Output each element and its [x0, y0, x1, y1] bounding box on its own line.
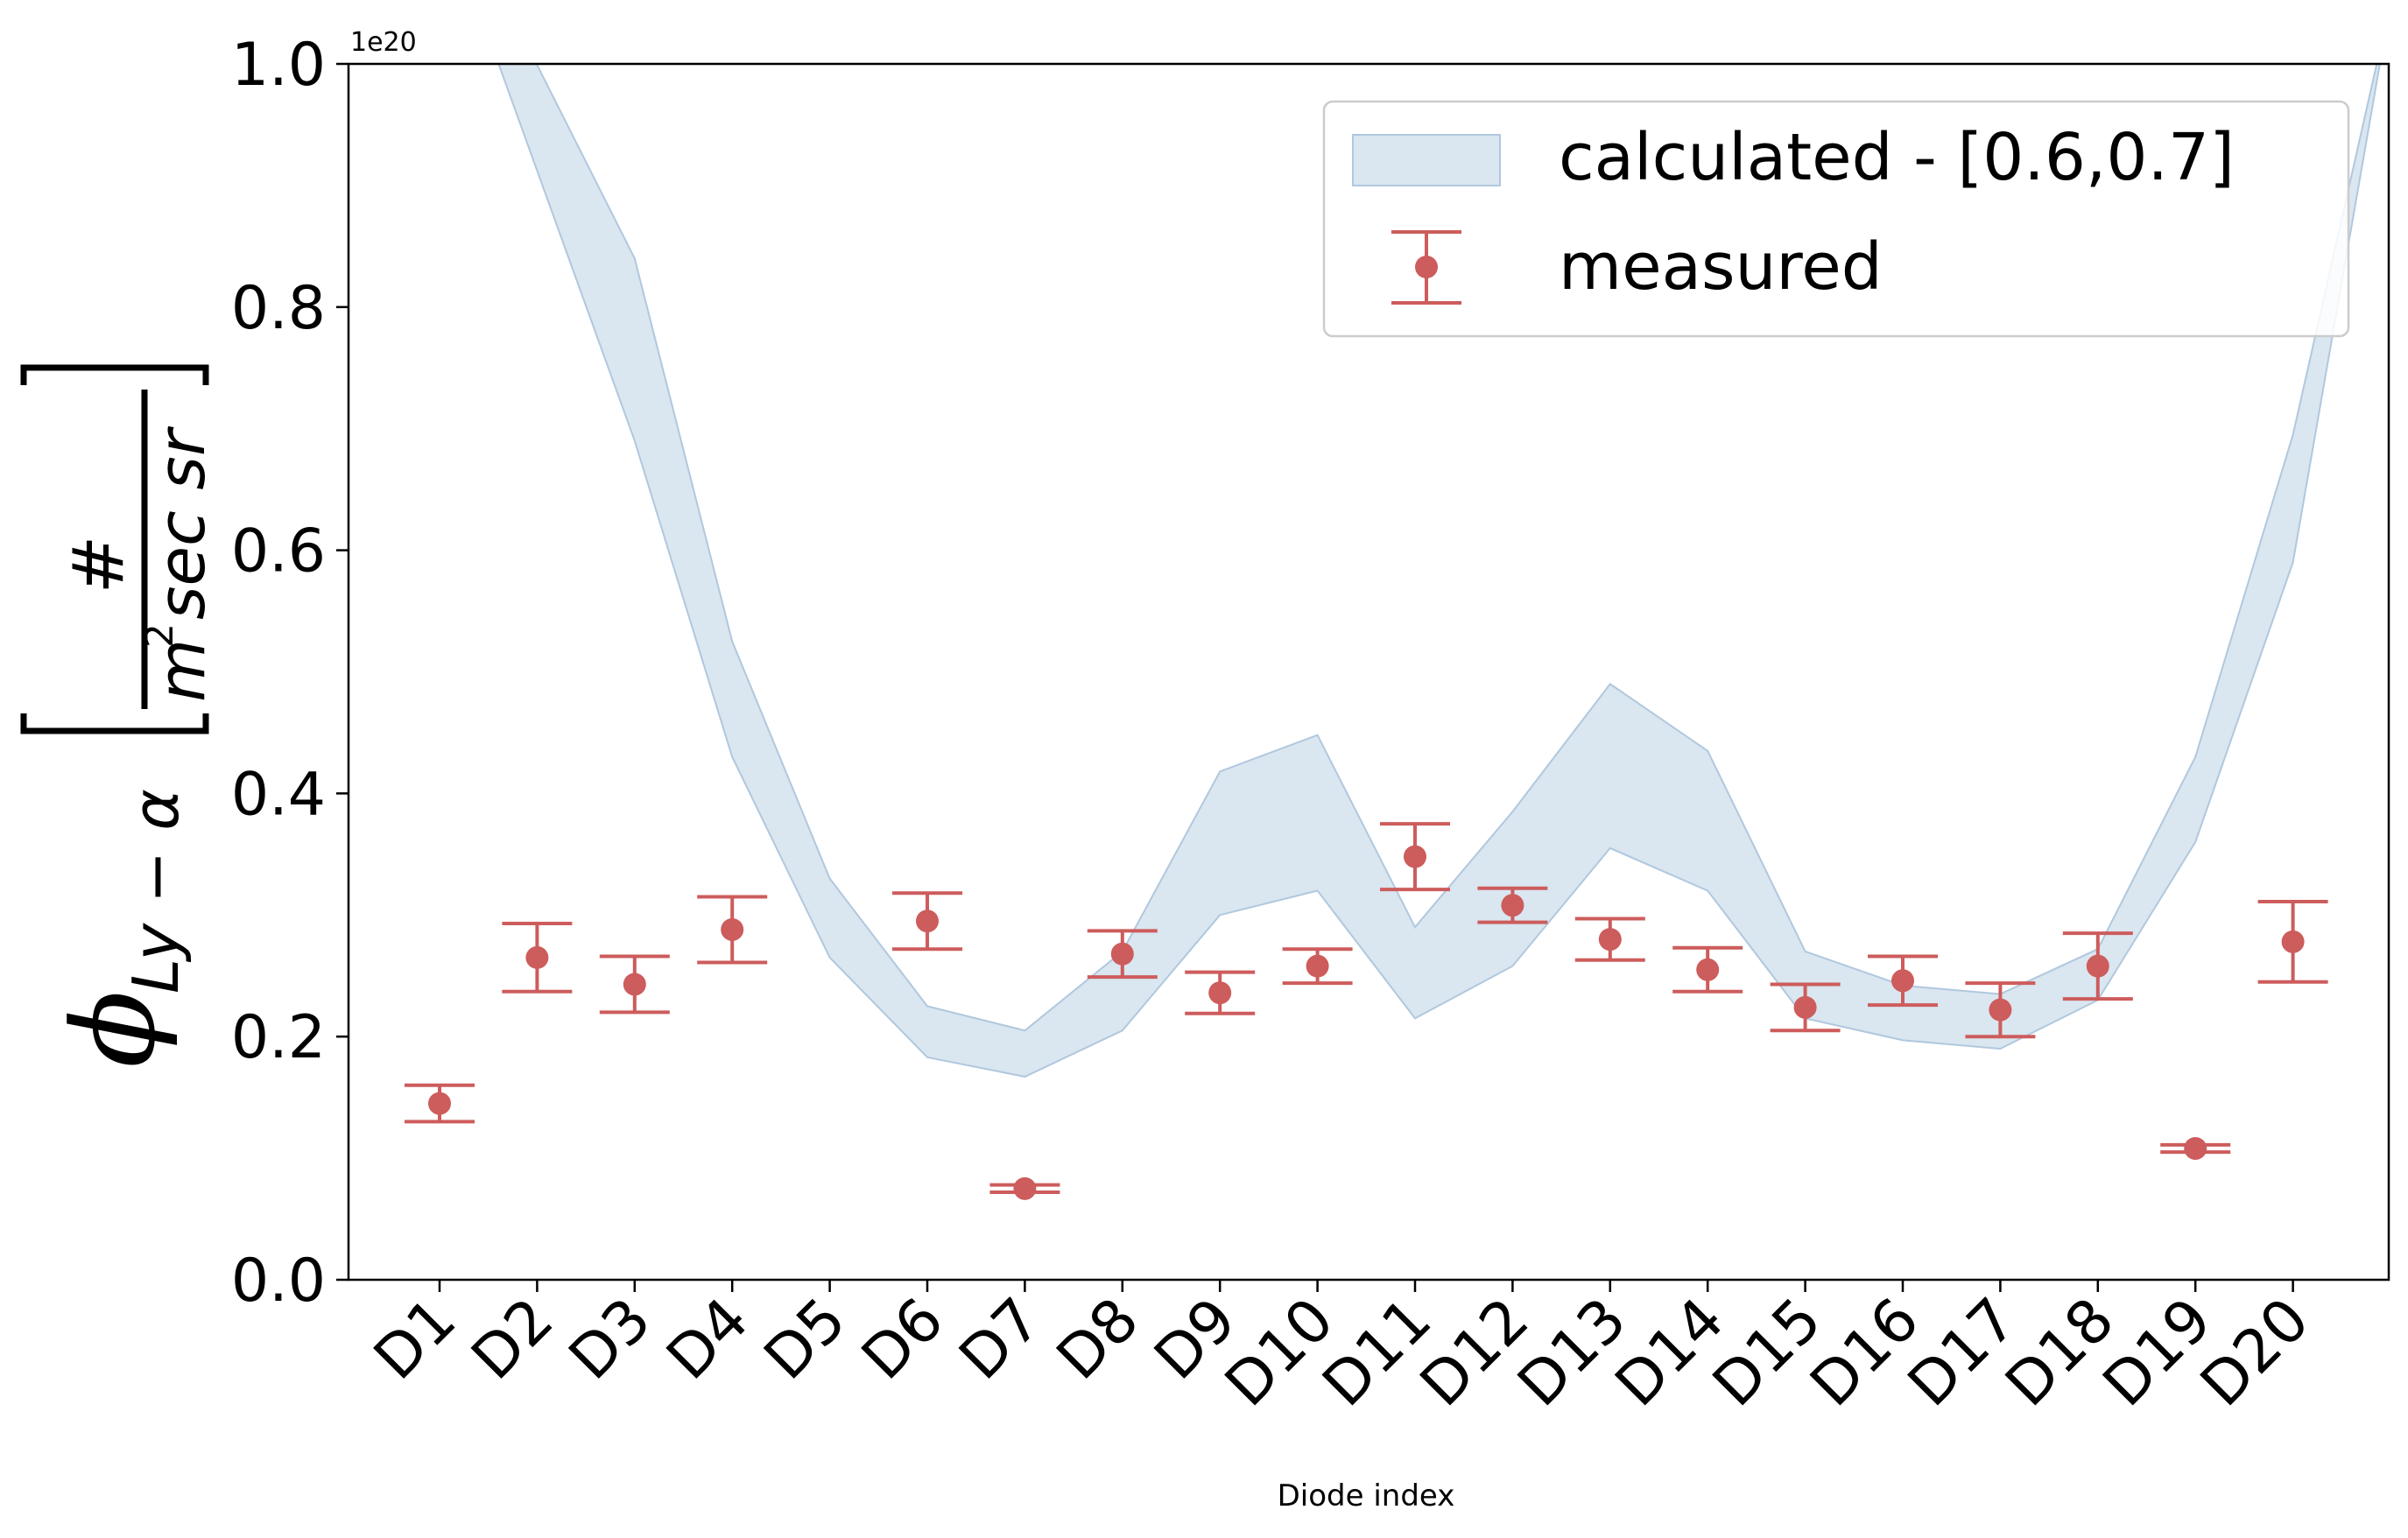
data-point	[623, 973, 646, 996]
measured-point-D18	[2062, 931, 2133, 1001]
data-point	[428, 1092, 451, 1115]
measured-point-D8	[1087, 929, 1158, 980]
x-tick-label: D18	[1993, 1285, 2128, 1420]
y-axis-label: ϕ Ly − α # m 2 sec sr	[20, 364, 220, 1068]
x-tick-label: D20	[2188, 1285, 2323, 1420]
measured-point-D7	[989, 1176, 1060, 1200]
x-tick-label: D10	[1213, 1285, 1348, 1420]
x-axis-label: Diode index	[1278, 1478, 1455, 1513]
measured-point-D20	[2257, 900, 2328, 984]
data-point	[1110, 942, 1134, 966]
data-point	[1989, 998, 2012, 1022]
errorbar-layer	[405, 822, 2328, 1200]
x-tick-label: D16	[1798, 1285, 1933, 1420]
x-tick-label: D17	[1895, 1285, 2030, 1420]
legend-frame	[1322, 100, 2350, 338]
x-tick-label: D15	[1700, 1285, 1835, 1420]
x-tick-label: D1	[362, 1285, 469, 1393]
x-tick-label: D4	[654, 1285, 762, 1393]
data-point	[2086, 954, 2109, 978]
x-tick-label: D11	[1310, 1285, 1445, 1420]
x-tick-label: D14	[1602, 1285, 1737, 1420]
y-label-right-bracket	[20, 364, 209, 385]
legend: calculated - [0.6,0.7] measured	[1322, 100, 2350, 338]
measured-point-D2	[502, 922, 573, 994]
x-tick-label: D12	[1407, 1285, 1542, 1420]
measured-point-D16	[1868, 954, 1938, 1008]
legend-errorbar-swatch	[1391, 230, 1461, 305]
measured-point-D15	[1770, 982, 1841, 1033]
data-point	[1013, 1176, 1037, 1200]
data-point	[1696, 958, 1720, 981]
data-point	[1404, 845, 1426, 868]
x-tick-label: D8	[1044, 1285, 1151, 1393]
y-tick-label: 0.6	[231, 517, 326, 586]
y-tick-label: 0.8	[231, 274, 326, 343]
y-label-denominator-m: m	[144, 639, 220, 702]
data-point	[1208, 981, 1232, 1005]
y-label-phi: ϕ	[47, 990, 180, 1068]
data-point	[2281, 930, 2305, 953]
y-scale-label: 1e20	[350, 27, 417, 58]
legend-label-calculated: calculated - [0.6,0.7]	[1559, 120, 2235, 195]
measured-point-D9	[1185, 970, 1256, 1015]
y-label-left-bracket	[20, 713, 209, 734]
y-tick-label: 0.0	[231, 1247, 326, 1316]
x-tick-label: D7	[947, 1285, 1054, 1393]
x-tick-label: D2	[459, 1285, 567, 1393]
measured-point-D12	[1477, 886, 1548, 924]
measured-point-D4	[697, 895, 768, 965]
measured-point-D10	[1282, 947, 1353, 986]
x-tick-label: D6	[849, 1285, 957, 1393]
data-point	[1793, 995, 1817, 1019]
measured-point-D19	[2160, 1136, 2231, 1160]
data-point	[1306, 954, 1329, 978]
measured-point-D14	[1672, 945, 1743, 994]
y-label-denominator-rest: sec sr	[144, 425, 220, 620]
legend-band-swatch	[1352, 134, 1501, 186]
measured-point-D13	[1574, 916, 1645, 962]
data-point	[916, 909, 939, 933]
x-tick-label: D5	[751, 1285, 859, 1393]
data-point	[721, 917, 744, 941]
x-tick-label: D3	[556, 1285, 664, 1393]
legend-label-measured: measured	[1559, 229, 1883, 305]
measured-point-D17	[1965, 981, 2036, 1039]
data-point	[1891, 969, 1914, 993]
data-point	[525, 945, 549, 969]
measured-point-D3	[599, 954, 670, 1015]
x-axis: D1D2D3D4D5D6D7D8D9D10D11D12D13D14D15D16D…	[362, 1280, 2323, 1420]
measured-point-D1	[405, 1083, 475, 1124]
measured-point-D11	[1380, 822, 1450, 892]
y-tick-label: 0.2	[231, 1003, 326, 1072]
data-point	[1501, 894, 1524, 917]
axes-frame	[347, 62, 2390, 1282]
y-label-numerator: #	[58, 535, 139, 593]
y-label-subscript: Ly − α	[119, 789, 193, 994]
data-point	[1598, 928, 1622, 952]
x-tick-label: D13	[1505, 1285, 1640, 1420]
y-tick-label: 0.4	[231, 760, 326, 829]
data-point	[2184, 1136, 2207, 1160]
y-tick-label: 1.0	[231, 31, 326, 100]
x-tick-label: D19	[2090, 1285, 2225, 1420]
y-label-denominator-exp: 2	[137, 623, 182, 648]
y-axis: 0.0 0.2 0.4 0.6 0.8 1.0	[231, 31, 349, 1316]
measured-point-D6	[892, 891, 962, 952]
